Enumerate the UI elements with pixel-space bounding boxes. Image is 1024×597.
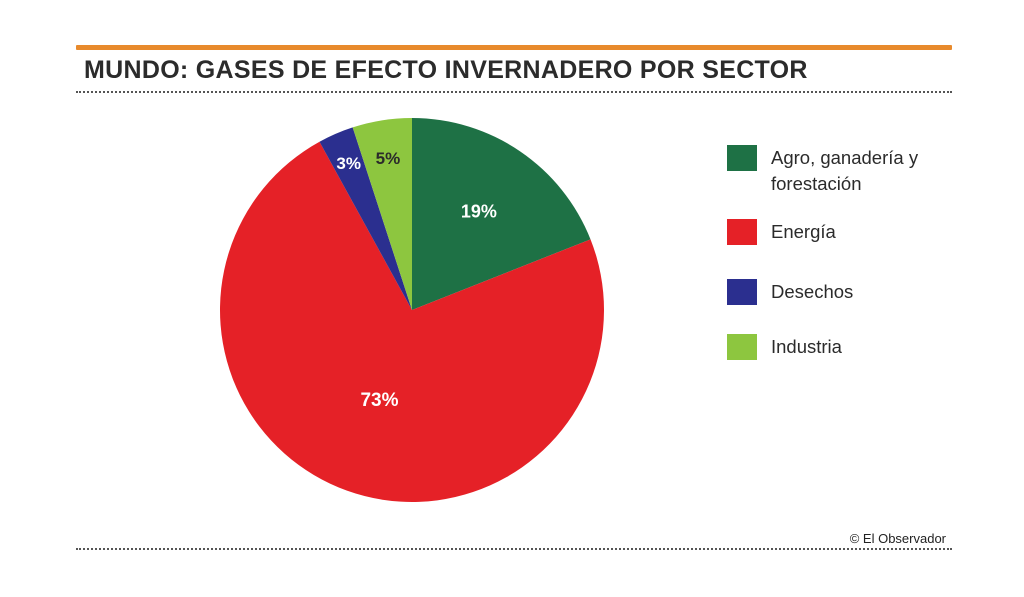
legend-label-energia: Energía (771, 221, 836, 242)
legend-item-energia: Energía (727, 219, 931, 245)
legend-item-desechos: Desechos (727, 279, 931, 305)
pie-slice-energia (220, 141, 605, 503)
legend-swatch-energia (727, 219, 757, 245)
legend-item-industria: Industria (727, 334, 931, 360)
chart-title: MUNDO: GASES DE EFECTO INVERNADERO POR S… (84, 56, 808, 84)
pie-label-industria: 5% (376, 149, 401, 168)
legend-swatch-desechos (727, 279, 757, 305)
pie-slice-industria (352, 118, 412, 310)
credit-text: © El Observador (849, 531, 946, 546)
legend-item-agro: Agro, ganadería y forestación (727, 145, 931, 197)
pie-label-energia: 73% (360, 390, 398, 411)
legend-label-desechos: Desechos (771, 281, 854, 302)
top-accent-rule (76, 45, 952, 50)
legend-swatch-agro (727, 145, 757, 171)
legend-label-industria: Industria (771, 336, 842, 357)
footer-divider (76, 548, 952, 550)
legend-swatch-industria (727, 334, 757, 360)
pie-label-agro: 19% (461, 202, 497, 222)
pie-slice-desechos (319, 127, 412, 310)
title-divider (76, 91, 952, 93)
pie-label-desechos: 3% (336, 154, 361, 173)
legend-label-agro: Agro, ganadería y forestación (771, 147, 919, 194)
pie-slice-agro (412, 118, 591, 310)
